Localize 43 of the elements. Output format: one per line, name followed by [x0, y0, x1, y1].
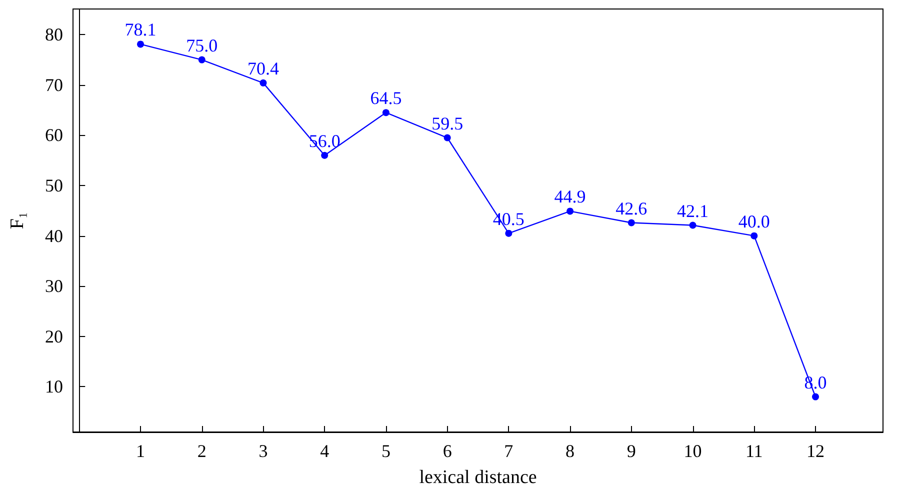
- y-tick-label: 20: [45, 326, 63, 346]
- x-tick-label: 8: [566, 441, 575, 461]
- x-tick-label: 9: [626, 441, 636, 461]
- point: [137, 40, 144, 48]
- x-tick-label: 1: [136, 441, 145, 461]
- data-label: 42.1: [677, 200, 709, 221]
- y-tick-label: 70: [45, 74, 63, 95]
- x-tick-label: 6: [442, 441, 452, 461]
- point: [689, 222, 696, 229]
- point: [566, 208, 574, 215]
- point: [260, 79, 267, 86]
- data-label: 42.6: [616, 198, 648, 218]
- point: [444, 134, 451, 142]
- x-tick-label: 10: [684, 441, 702, 461]
- x-axis-title: lexical distance: [419, 467, 537, 488]
- point: [505, 230, 512, 237]
- data-label: 59.5: [432, 113, 464, 134]
- data-label: 78.1: [124, 20, 156, 40]
- data-label: 44.9: [554, 186, 586, 207]
- point: [750, 232, 758, 240]
- x-tick-label: 5: [381, 441, 390, 461]
- x-tick-label: 2: [197, 441, 206, 461]
- y-tick-label: 30: [45, 276, 63, 296]
- point: [382, 109, 390, 116]
- point: [321, 152, 328, 159]
- point: [812, 393, 819, 400]
- y-tick-label: 10: [45, 376, 63, 397]
- data-label: 75.0: [186, 35, 218, 56]
- y-axis-title: F₁: [7, 212, 28, 230]
- point: [198, 56, 206, 64]
- y-tick-label: 60: [45, 125, 63, 146]
- data-label: 64.5: [370, 88, 402, 108]
- y-tick-label: 50: [45, 176, 63, 196]
- x-tick-label: 12: [806, 441, 824, 461]
- x-tick-label: 3: [258, 441, 268, 461]
- data-label: 40.0: [738, 211, 770, 232]
- y-tick-label: 40: [45, 226, 63, 246]
- x-tick-label: 7: [504, 441, 514, 461]
- x-tick-label: 11: [745, 441, 763, 461]
- data-label: 70.4: [247, 58, 279, 78]
- point: [628, 219, 635, 226]
- x-tick-label: 4: [320, 441, 330, 461]
- y-tick-label: 80: [45, 24, 63, 45]
